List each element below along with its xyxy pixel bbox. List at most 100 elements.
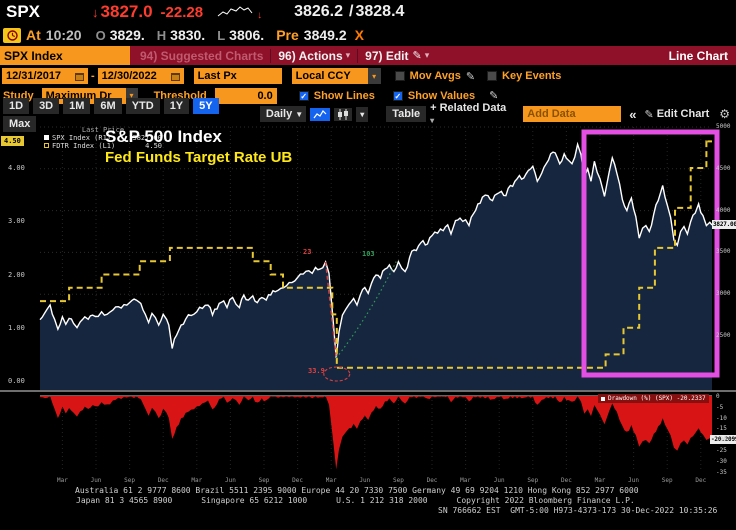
security-field[interactable]: SPX Index	[0, 46, 130, 65]
x-axis-month-label: Jun	[224, 477, 236, 484]
sparkline-icon	[217, 5, 253, 16]
x-axis-month-label: Dec	[560, 477, 572, 484]
threshold-input[interactable]: 0.0	[214, 87, 277, 104]
drawdown-drop-line	[324, 261, 337, 359]
period-button-max[interactable]: Max	[3, 116, 37, 132]
ask-separator: /	[349, 3, 354, 20]
down-arrow-icon: ↓	[92, 4, 99, 20]
chart-title: S&P 500 Index	[105, 127, 222, 146]
drawdown-axis-tick: -5	[716, 403, 724, 411]
show-values-label[interactable]: Show Values	[407, 89, 476, 102]
chart-subtitle: Fed Funds Target Rate UB	[105, 149, 293, 166]
period-button-ytd[interactable]: YTD	[125, 98, 160, 114]
candle-chart-type-button[interactable]	[334, 107, 353, 121]
left-axis-tick: 3.00	[8, 217, 25, 226]
legend-item-fdtr[interactable]: FDTR Index (L1) 4.50	[44, 142, 162, 150]
x-axis-month-label: Sep	[392, 477, 404, 484]
low-label: L	[217, 27, 226, 43]
left-axis-tick: 0.00	[8, 377, 25, 385]
open-value: 3829.	[109, 27, 145, 43]
right-axis-tick: 5000	[716, 123, 731, 130]
period-button-3d[interactable]: 3D	[33, 98, 60, 114]
left-axis-tick: 2.00	[8, 270, 25, 279]
pencil-icon[interactable]: ✎	[489, 90, 499, 102]
chevron-down-icon: ▼	[295, 110, 304, 119]
currency-dropdown-icon[interactable]: ▾	[367, 68, 381, 84]
suggested-charts-menu[interactable]: 94) Suggested Charts	[140, 48, 264, 63]
chart-type-label: Line Chart	[668, 48, 728, 63]
date-to-input[interactable]: 12/30/2022	[97, 68, 184, 84]
period-button-1y[interactable]: 1Y	[163, 98, 190, 114]
chart-annotation: 103	[362, 250, 375, 258]
drawdown-axis-tick: -15	[716, 425, 727, 433]
chart-type-dropdown[interactable]: ▾	[356, 106, 369, 122]
period-button-1d[interactable]: 1D	[3, 98, 30, 114]
drawdown-axis-tick: -10	[716, 414, 727, 422]
x-axis-month-label: Sep	[258, 477, 270, 484]
frequency-select[interactable]: Daily ▼	[259, 106, 307, 122]
left-axis-tick: 4.00	[8, 164, 25, 172]
ticker-symbol: SPX	[6, 2, 41, 21]
period-buttons: 1D 3D 1M 6M YTD 1Y 5Y Max	[3, 96, 260, 132]
at-label: At	[26, 27, 41, 43]
period-button-6m[interactable]: 6M	[94, 98, 122, 114]
drawdown-axis-tick: -25	[716, 447, 727, 455]
x-axis-month-label: Dec	[695, 477, 707, 484]
show-lines-checkbox[interactable]: ✓	[298, 90, 309, 101]
left-axis-tick: 1.00	[8, 323, 25, 332]
period-button-5y[interactable]: 5Y	[193, 98, 219, 114]
x-axis-month-label: Mar	[460, 477, 472, 484]
prev-value: 3849.2	[303, 27, 347, 43]
legend-item-spx[interactable]: SPX Index (R1) 3827.00	[44, 134, 162, 142]
spx-last-price-box: 3827.00	[712, 220, 736, 229]
currency-select[interactable]: Local CCY	[291, 68, 368, 84]
mini-down-arrow-icon: ↓	[257, 9, 263, 21]
fdtr-last-value-box: 4.50	[1, 136, 24, 146]
x-axis-month-label: Mar	[56, 477, 68, 484]
related-data-button[interactable]: + Related Data ▾	[430, 102, 507, 125]
period-button-1m[interactable]: 1M	[63, 98, 91, 114]
right-axis-tick: 4500	[716, 164, 731, 172]
fdtr-step-line	[40, 140, 712, 369]
collapse-button[interactable]: «	[629, 106, 637, 122]
fdtr-swatch-icon	[44, 143, 49, 148]
x-axis-month-label: Sep	[661, 477, 673, 484]
last-price: 3827.0	[100, 2, 153, 21]
price-field-select[interactable]: Last Px	[193, 68, 282, 84]
spx-swatch-icon	[44, 135, 49, 140]
gear-icon[interactable]: ⚙	[719, 107, 731, 121]
mov-avgs-checkbox[interactable]	[394, 71, 405, 81]
show-lines-label[interactable]: Show Lines	[313, 89, 375, 102]
x-axis-month-label: Dec	[292, 477, 304, 484]
line-chart-type-button[interactable]	[310, 107, 331, 121]
spx-line	[39, 141, 713, 359]
footer-line-3: SN 766662 EST GMT-5:00 H973-4373-173 30-…	[438, 506, 718, 515]
drawdown-swatch-icon	[601, 396, 605, 401]
quote-line-1: SPX ↓ 3827.0 -22.28 ↓ 3826.2 / 3828.4	[0, 0, 736, 24]
key-events-label[interactable]: Key Events	[502, 70, 562, 82]
open-label: O	[95, 27, 106, 43]
panel-divider	[0, 390, 736, 392]
quote-line-2: At 10:20 O 3829. H 3830. L 3806. Pre 384…	[0, 24, 736, 46]
edit-chart-button[interactable]: Edit Chart	[656, 108, 710, 120]
price-change: -22.28	[160, 3, 204, 21]
right-axis-tick: 2500	[716, 332, 731, 339]
actions-menu[interactable]: 96) Actions	[278, 48, 343, 63]
x-axis-month-label: Mar	[325, 477, 337, 484]
highlight-rectangle	[581, 129, 720, 378]
pencil-icon: ✎	[412, 50, 422, 62]
pencil-icon: ✎	[644, 108, 654, 121]
separator	[357, 48, 359, 63]
right-axis-tick: 3500	[716, 248, 731, 256]
mov-avgs-label[interactable]: Mov Avgs	[409, 70, 461, 82]
show-values-checkbox[interactable]: ✓	[392, 90, 403, 101]
table-button[interactable]: Table	[386, 106, 427, 122]
date-from-input[interactable]: 12/31/2017	[2, 68, 88, 84]
edit-menu[interactable]: 97) Edit	[365, 48, 409, 63]
pencil-icon[interactable]: ✎	[465, 70, 476, 83]
key-events-checkbox[interactable]	[487, 71, 498, 81]
drawdown-legend[interactable]: Drawdown (%) (SPX) -20.2337	[598, 394, 709, 403]
add-data-input[interactable]: Add Data	[523, 106, 622, 122]
